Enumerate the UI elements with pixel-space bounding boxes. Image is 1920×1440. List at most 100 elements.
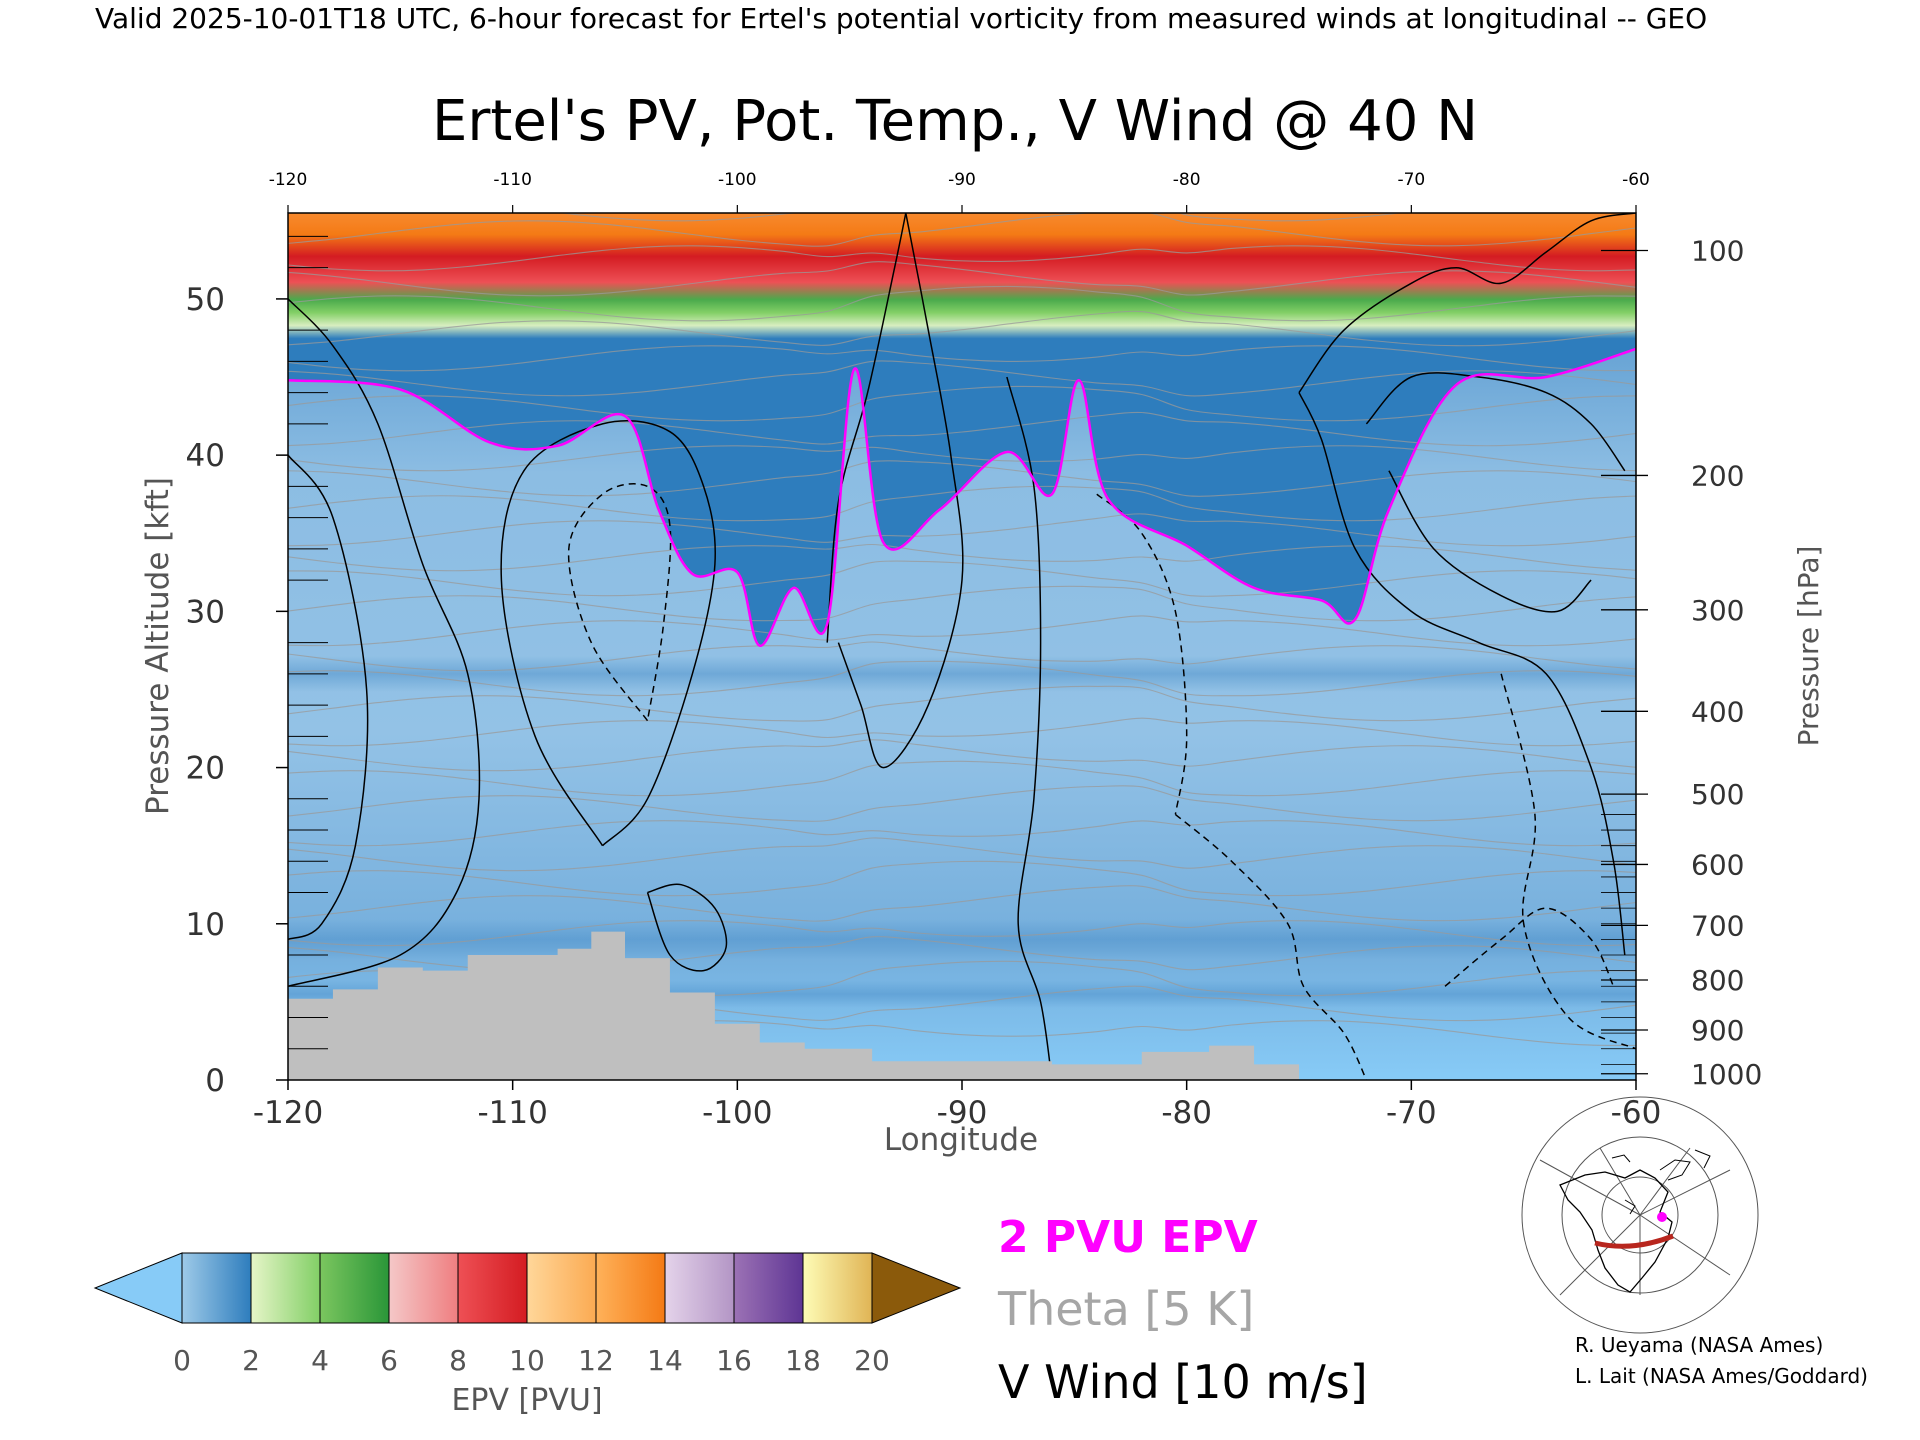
north-america-outline <box>1559 1169 1673 1293</box>
v-wind-contour <box>1174 813 1368 1080</box>
colorbar-segment <box>250 1252 321 1324</box>
colorbar-tick-label: 14 <box>647 1344 683 1377</box>
top-tick-label: -80 <box>1173 170 1201 190</box>
legend-theta: Theta [5 K] <box>997 1282 1254 1336</box>
v-wind-contour <box>1298 213 1636 394</box>
theta-contour <box>288 615 1636 647</box>
v-wind-contour <box>1096 493 1188 815</box>
x-tick-label: -70 <box>1386 1095 1437 1131</box>
y-tick-label-left: 0 <box>205 1063 225 1099</box>
v-wind-contour <box>1298 392 1626 956</box>
chart-title: Ertel's PV, Pot. Temp., V Wind @ 40 N <box>432 89 1478 154</box>
v-wind-contour <box>826 213 907 643</box>
y-tick-label-left: 40 <box>186 438 225 474</box>
colorbar-underflow <box>93 1252 183 1324</box>
theta-contour <box>288 641 1636 672</box>
theta-contour <box>288 245 1636 272</box>
pv-band-0 <box>288 919 1636 960</box>
theta-contour <box>288 885 1636 922</box>
theta-contour <box>288 261 1636 297</box>
y-tick-label-left: 50 <box>186 282 225 318</box>
v-wind-contour <box>1500 673 1636 1050</box>
theta-contour <box>288 445 1636 472</box>
theta-contour <box>288 485 1636 522</box>
x-tick-label: -100 <box>702 1095 772 1131</box>
y-axis-label-right: Pressure [hPa] <box>1792 546 1825 747</box>
theta-contour <box>288 385 1636 422</box>
top-tick-label: -90 <box>948 170 976 190</box>
colorbar-tick-label: 16 <box>716 1344 752 1377</box>
header-valid-line: Valid 2025-10-01T18 UTC, 6-hour forecast… <box>95 2 1707 35</box>
theta-contour <box>288 310 1636 347</box>
theta-contour <box>288 660 1636 697</box>
theta-contour <box>288 213 1636 247</box>
colorbar-segment <box>802 1252 873 1324</box>
x-tick-label: -60 <box>1611 1095 1662 1131</box>
y-tick-label-right: 500 <box>1691 778 1744 811</box>
y-tick-label-right: 800 <box>1691 964 1744 997</box>
colorbar-segment <box>595 1252 666 1324</box>
colorbar-tick-label: 8 <box>449 1344 467 1377</box>
y-tick-label-right: 200 <box>1691 459 1744 492</box>
theta-contour <box>288 920 1636 947</box>
v-wind-contour <box>837 213 964 769</box>
colorbar-tick-label: 18 <box>785 1344 821 1377</box>
colorbar-segment <box>526 1252 597 1324</box>
theta-contour <box>288 860 1636 897</box>
y-tick-label-right: 300 <box>1691 594 1744 627</box>
colorbar-tick-label: 10 <box>509 1344 545 1377</box>
v-wind-contour <box>646 883 728 972</box>
theta-contour <box>288 560 1636 597</box>
colorbar-label: EPV [PVU] <box>451 1383 602 1418</box>
y-tick-label-right: 400 <box>1691 695 1744 728</box>
theta-contour <box>288 585 1636 622</box>
colorbar-overflow <box>871 1252 962 1324</box>
theta-contour <box>288 345 1636 372</box>
theta-contour <box>288 760 1636 797</box>
theta-contour <box>288 739 1636 772</box>
x-tick-label: -110 <box>477 1095 547 1131</box>
credit-line-1: R. Ueyama (NASA Ames) <box>1575 1333 1823 1357</box>
map-marker <box>1657 1212 1667 1222</box>
theta-contour <box>288 837 1636 872</box>
theta-contour <box>288 820 1636 847</box>
locator-map <box>1521 1096 1759 1334</box>
colorbar-segment <box>664 1252 735 1324</box>
theta-contour <box>288 360 1636 397</box>
theta-contour <box>288 685 1636 722</box>
colorbar-tick-label: 6 <box>380 1344 398 1377</box>
colorbar-tick-label: 4 <box>311 1344 329 1377</box>
y-tick-label-left: 30 <box>186 594 225 630</box>
colorbar-segment <box>733 1252 804 1324</box>
v-wind-contour <box>288 454 369 941</box>
colorbar-segment <box>457 1252 528 1324</box>
colorbar-tick-label: 12 <box>578 1344 614 1377</box>
colorbar-tick-label: 0 <box>173 1344 191 1377</box>
surface-topography <box>288 931 1299 1080</box>
theta-contour <box>288 785 1636 822</box>
x-axis-label: Longitude <box>884 1122 1038 1158</box>
plot-area <box>288 213 1636 1080</box>
top-tick-label: -60 <box>1622 170 1650 190</box>
top-tick-label: -100 <box>718 170 757 190</box>
colorbar-segment <box>388 1252 459 1324</box>
top-tick-label: -70 <box>1397 170 1425 190</box>
cross-section-path <box>1594 1233 1674 1249</box>
v-wind-contour <box>1365 372 1626 472</box>
v-wind-contour <box>567 483 672 722</box>
y-tick-label-right: 1000 <box>1691 1058 1762 1091</box>
y-tick-label-left: 20 <box>186 751 225 787</box>
x-tick-label: -80 <box>1161 1095 1212 1131</box>
legend-v-wind: V Wind [10 m/s] <box>998 1355 1368 1409</box>
theta-contour <box>288 285 1636 322</box>
v-wind-contour <box>1388 470 1592 613</box>
legend-2pvu: 2 PVU EPV <box>998 1212 1258 1263</box>
colorbar-segment <box>181 1252 252 1324</box>
v-wind-contour <box>288 298 481 988</box>
x-tick-label: -90 <box>937 1095 988 1131</box>
y-tick-label-left: 10 <box>186 907 225 943</box>
v-wind-contour <box>500 419 716 847</box>
v-wind-contour <box>1006 376 1053 1080</box>
y-tick-label-right: 900 <box>1691 1014 1744 1047</box>
